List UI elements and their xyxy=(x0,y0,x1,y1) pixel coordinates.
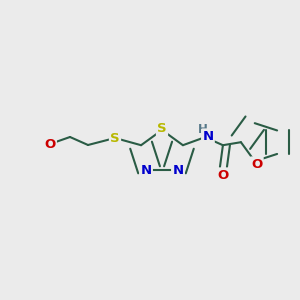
Text: S: S xyxy=(110,131,120,145)
Text: N: N xyxy=(172,164,184,177)
Text: N: N xyxy=(140,164,152,177)
Text: H: H xyxy=(198,123,208,136)
Text: O: O xyxy=(251,158,262,171)
Text: O: O xyxy=(217,169,229,182)
Text: N: N xyxy=(202,130,214,143)
Text: S: S xyxy=(157,122,167,136)
Text: O: O xyxy=(44,137,56,151)
